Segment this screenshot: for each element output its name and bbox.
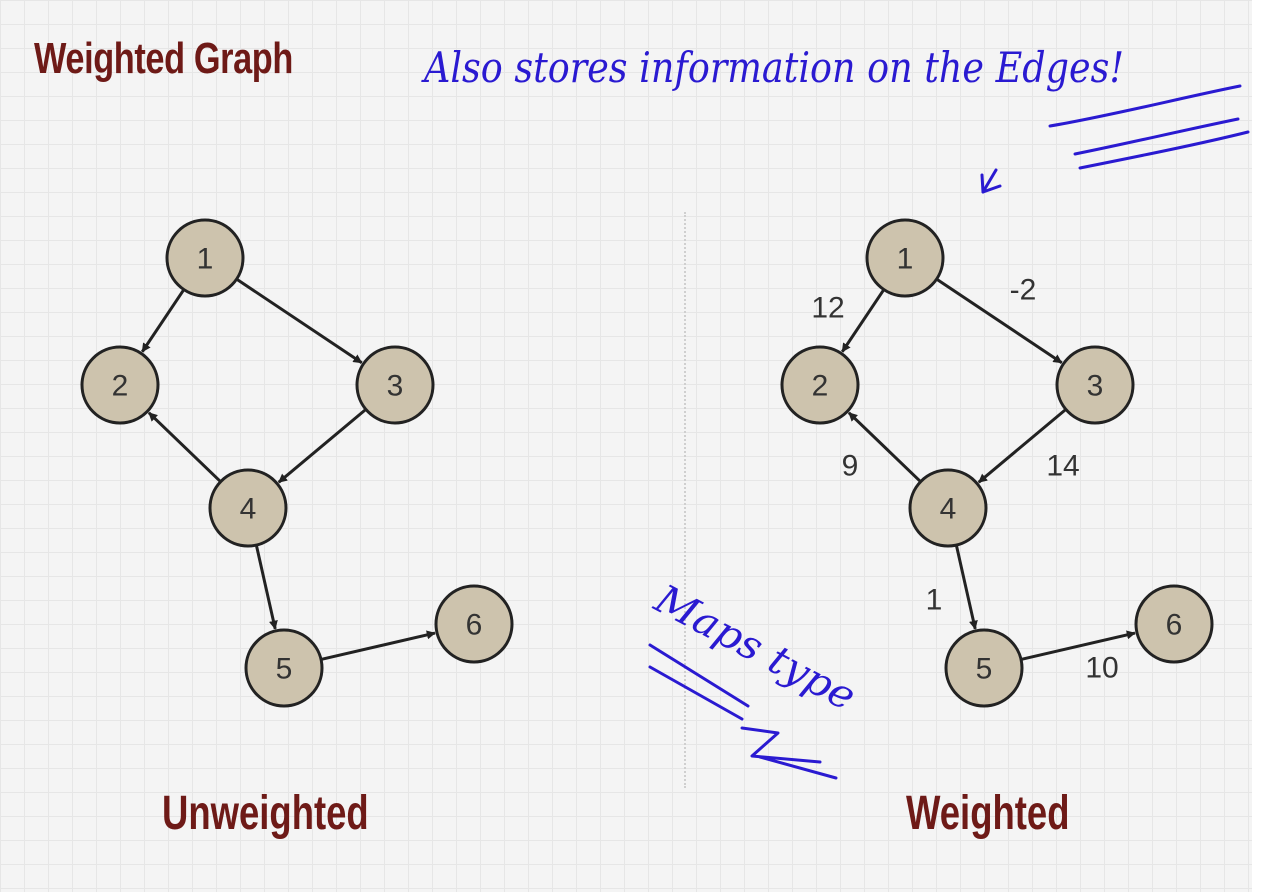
node-label-5: 5 (276, 653, 293, 686)
unweighted-caption: Unweighted (162, 787, 369, 840)
node-6 (434, 584, 514, 664)
node-label-3: 3 (1087, 370, 1104, 403)
type-underline-2 (758, 755, 838, 780)
center-divider (684, 212, 686, 788)
edge-5-6 (320, 630, 436, 661)
node-1 (865, 218, 945, 298)
node-3 (1055, 345, 1135, 425)
edge-weight-5-6: 10 (1085, 652, 1118, 685)
edge-weight-3-4: 14 (1046, 450, 1079, 483)
edge-3-4 (277, 408, 367, 484)
edges-underline-1 (1048, 84, 1242, 128)
edge-weight-1-3: -2 (1010, 274, 1037, 307)
edge-4-2 (147, 411, 222, 483)
node-4 (208, 468, 288, 548)
node-label-6: 6 (1166, 609, 1183, 642)
edge-4-5 (954, 544, 978, 630)
edge-1-3 (235, 277, 363, 365)
node-5 (244, 628, 324, 708)
pointer-arrow-icon (980, 168, 1002, 194)
node-5 (944, 628, 1024, 708)
page-margin (1252, 0, 1272, 892)
edge-1-2 (841, 288, 886, 353)
node-2 (80, 345, 160, 425)
node-label-2: 2 (112, 370, 129, 403)
node-label-2: 2 (812, 370, 829, 403)
slide-title: Weighted Graph (34, 34, 293, 83)
maps-underline-2 (648, 665, 744, 721)
maps-underline-1 (648, 643, 750, 708)
node-1 (165, 218, 245, 298)
edge-4-5 (254, 544, 278, 630)
node-label-1: 1 (897, 243, 914, 276)
node-6 (1134, 584, 1214, 664)
edge-1-3 (935, 277, 1063, 365)
edge-weight-4-5: 1 (926, 584, 943, 617)
edge-weight-1-2: 12 (811, 292, 844, 325)
node-2 (780, 345, 860, 425)
edge-4-2 (847, 411, 922, 483)
handwritten-note-side: Maps type (646, 576, 863, 720)
edges-underline-2 (1078, 130, 1250, 170)
edge-weight-4-2: 9 (842, 450, 859, 483)
edges-underline-3 (1073, 117, 1240, 156)
type-underline-1 (740, 726, 822, 764)
edge-3-4 (977, 408, 1067, 484)
node-3 (355, 345, 435, 425)
weighted-caption: Weighted (906, 787, 1070, 840)
node-label-5: 5 (976, 653, 993, 686)
node-4 (908, 468, 988, 548)
node-label-3: 3 (387, 370, 404, 403)
node-label-4: 4 (940, 493, 957, 526)
node-label-1: 1 (197, 243, 214, 276)
handwritten-note-top: Also stores information on the Edges! (421, 43, 1124, 92)
node-label-4: 4 (240, 493, 257, 526)
node-label-6: 6 (466, 609, 483, 642)
unweighted-graph: 1 2 3 4 5 6 (80, 218, 514, 708)
edge-1-2 (141, 288, 186, 353)
edge-5-6 (1020, 630, 1136, 661)
